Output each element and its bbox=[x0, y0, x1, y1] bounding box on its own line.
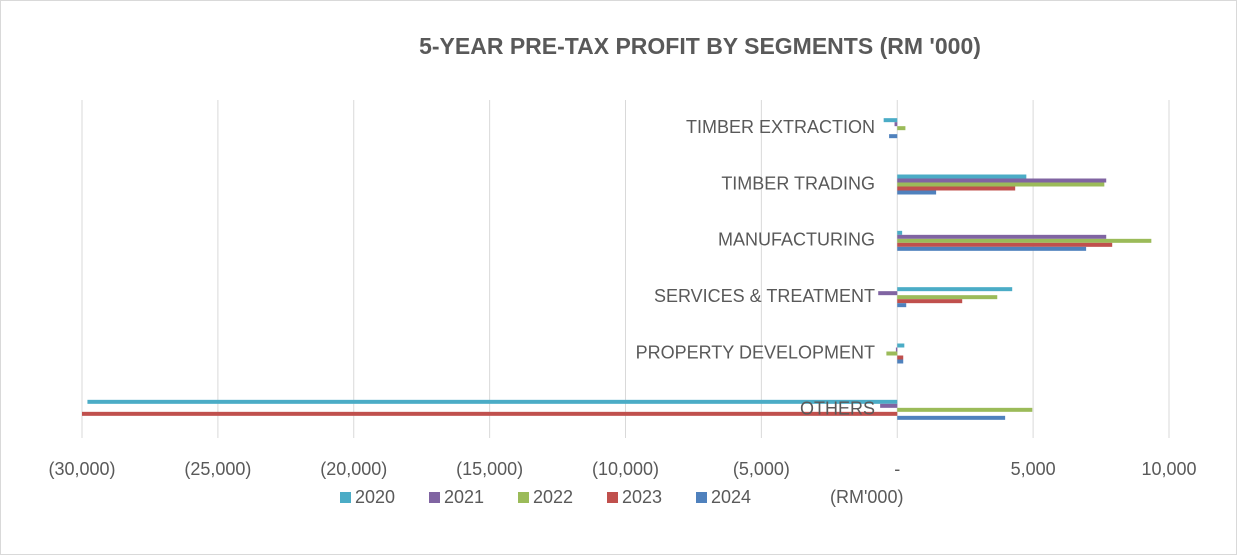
bar bbox=[897, 174, 1027, 179]
bar bbox=[897, 299, 963, 304]
x-tick-label: (20,000) bbox=[320, 459, 387, 479]
bar bbox=[897, 230, 903, 235]
x-tick-label: (30,000) bbox=[48, 459, 115, 479]
x-tick-label: (10,000) bbox=[592, 459, 659, 479]
bar bbox=[894, 122, 898, 127]
bar bbox=[878, 291, 898, 296]
bar bbox=[897, 182, 1105, 187]
category-label: SERVICES & TREATMENT bbox=[654, 286, 875, 306]
bar bbox=[897, 242, 1113, 247]
legend-label: 2024 bbox=[711, 487, 751, 507]
bar bbox=[897, 186, 1016, 191]
legend-swatch bbox=[340, 492, 351, 503]
bar bbox=[897, 126, 906, 131]
bar bbox=[897, 355, 904, 360]
bar bbox=[897, 359, 904, 364]
legend-swatch bbox=[518, 492, 529, 503]
bar bbox=[897, 234, 1107, 239]
x-tick-label: (25,000) bbox=[184, 459, 251, 479]
x-tick-label: 10,000 bbox=[1141, 459, 1196, 479]
bar bbox=[895, 347, 898, 352]
category-label: TIMBER TRADING bbox=[721, 173, 875, 193]
bar bbox=[897, 287, 1013, 292]
bar bbox=[897, 190, 937, 195]
bar bbox=[880, 403, 898, 408]
bar bbox=[897, 178, 1107, 183]
legend-swatch bbox=[696, 492, 707, 503]
bar bbox=[897, 415, 1006, 420]
legend-label: 2021 bbox=[444, 487, 484, 507]
legend-note: (RM'000) bbox=[830, 487, 903, 507]
bar bbox=[87, 399, 898, 404]
x-tick-label: (15,000) bbox=[456, 459, 523, 479]
category-label: MANUFACTURING bbox=[718, 230, 875, 250]
legend-swatch bbox=[429, 492, 440, 503]
x-tick-label: (5,000) bbox=[733, 459, 790, 479]
x-tick-label: 5,000 bbox=[1011, 459, 1056, 479]
x-tick-label: - bbox=[894, 459, 900, 479]
chart-title: 5-YEAR PRE-TAX PROFIT BY SEGMENTS (RM '0… bbox=[419, 33, 981, 59]
bar bbox=[897, 303, 907, 308]
category-label: OTHERS bbox=[800, 399, 875, 419]
legend-label: 2020 bbox=[355, 487, 395, 507]
bar bbox=[82, 411, 898, 416]
legend-swatch bbox=[607, 492, 618, 503]
bar bbox=[897, 407, 1033, 412]
category-label: PROPERTY DEVELOPMENT bbox=[636, 342, 875, 362]
legend-label: 2022 bbox=[533, 487, 573, 507]
bar bbox=[897, 238, 1152, 243]
bar bbox=[897, 295, 998, 300]
bar bbox=[897, 246, 1087, 251]
bar bbox=[886, 351, 898, 356]
bar bbox=[883, 118, 898, 123]
legend-label: 2023 bbox=[622, 487, 662, 507]
category-label: TIMBER EXTRACTION bbox=[686, 117, 875, 137]
bar bbox=[889, 134, 898, 139]
bar bbox=[897, 343, 905, 348]
